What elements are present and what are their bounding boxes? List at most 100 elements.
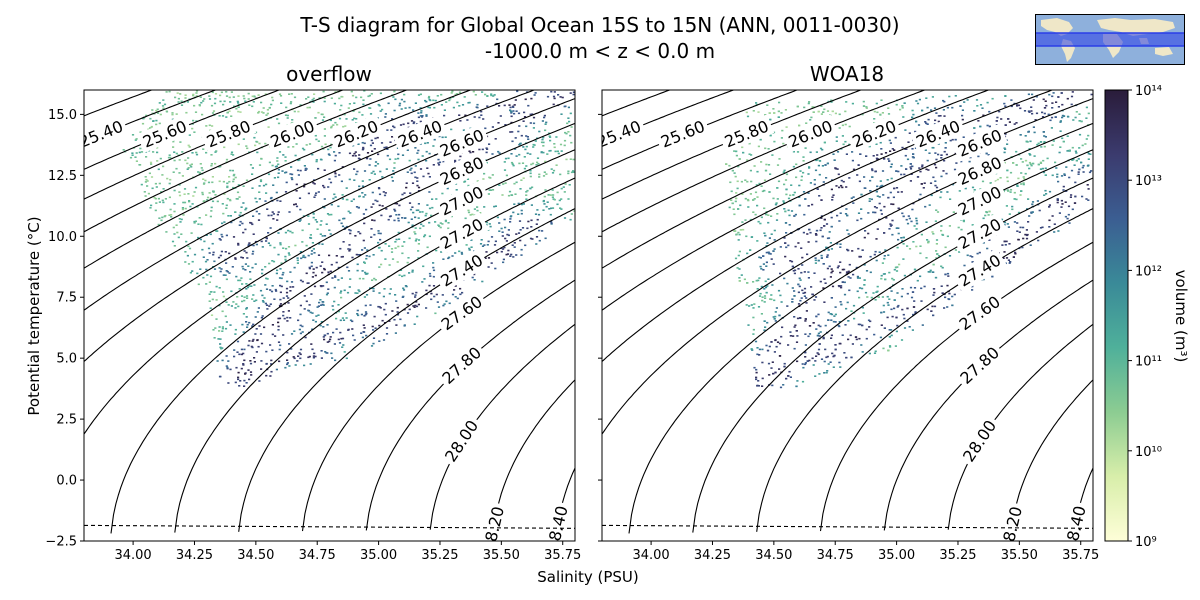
volume-cell <box>273 298 276 300</box>
volume-cell <box>345 357 348 360</box>
volume-cell <box>789 376 792 378</box>
volume-cell <box>808 359 811 362</box>
volume-cell <box>808 325 812 327</box>
volume-cell <box>232 236 236 238</box>
volume-cell <box>211 91 214 94</box>
volume-cell <box>794 213 797 216</box>
volume-cell <box>325 293 329 296</box>
volume-cell <box>752 199 755 201</box>
volume-cell <box>287 310 290 312</box>
volume-cell <box>845 208 848 210</box>
volume-cell <box>932 147 935 149</box>
volume-cell <box>173 245 176 247</box>
volume-cell <box>443 303 446 305</box>
volume-cell <box>1012 162 1015 164</box>
panel-title-woa18: WOA18 <box>809 62 885 86</box>
volume-cell <box>915 245 918 248</box>
volume-cell <box>308 304 311 306</box>
volume-cell <box>977 120 980 122</box>
volume-cell <box>209 215 212 218</box>
volume-cell <box>411 269 414 272</box>
volume-cell <box>1014 251 1017 254</box>
volume-cell <box>535 223 538 225</box>
volume-cell <box>363 261 366 263</box>
volume-cell <box>900 191 903 193</box>
volume-cell <box>569 92 572 94</box>
volume-cell <box>901 105 904 107</box>
volume-cell <box>982 242 985 244</box>
volume-cell <box>222 291 225 293</box>
volume-cell <box>333 343 336 345</box>
volume-cell <box>820 227 823 229</box>
volume-cell <box>738 250 741 253</box>
volume-cell <box>276 157 279 159</box>
volume-cell <box>244 372 247 374</box>
volume-cell <box>337 338 340 341</box>
volume-cell <box>1014 252 1017 255</box>
volume-cell <box>829 361 832 363</box>
volume-cell <box>187 157 190 159</box>
volume-cell <box>1029 163 1032 165</box>
volume-cell <box>491 126 494 128</box>
volume-cell <box>279 242 282 244</box>
volume-cell <box>240 295 244 297</box>
colorbar-tick-label: 10¹¹ <box>1135 355 1162 370</box>
colorbar-tick-label: 10¹³ <box>1135 174 1162 189</box>
density-contour <box>602 122 1093 436</box>
volume-cell <box>276 160 279 162</box>
volume-cell <box>560 113 563 115</box>
volume-cell <box>819 325 822 328</box>
volume-cell <box>1048 93 1051 96</box>
volume-cell <box>878 251 881 253</box>
volume-cell <box>1082 171 1085 173</box>
volume-cell <box>294 154 297 157</box>
volume-cell <box>242 352 245 355</box>
volume-cell <box>926 239 929 241</box>
volume-cell <box>925 221 928 223</box>
volume-cell <box>252 244 255 247</box>
volume-cell <box>433 138 436 141</box>
volume-cell <box>987 154 990 156</box>
volume-cell <box>368 179 371 181</box>
volume-cell <box>893 268 896 271</box>
volume-cell <box>1038 209 1041 212</box>
volume-cell <box>981 180 985 183</box>
volume-cell <box>348 286 351 288</box>
volume-cell <box>391 136 394 138</box>
volume-cell <box>803 106 806 109</box>
volume-cell <box>869 320 872 323</box>
volume-cell <box>1061 116 1064 119</box>
volume-cell <box>498 230 501 232</box>
volume-cell <box>345 118 348 120</box>
volume-cell <box>208 124 211 127</box>
volume-cell <box>887 196 890 199</box>
volume-cell <box>267 242 270 244</box>
volume-cell <box>942 99 945 102</box>
volume-cell <box>362 324 365 326</box>
volume-cell <box>764 297 767 299</box>
volume-cell <box>1058 212 1061 214</box>
volume-cell <box>318 97 321 99</box>
volume-cell <box>194 111 198 113</box>
volume-cell <box>378 306 381 308</box>
volume-cell <box>793 215 796 217</box>
volume-cell <box>150 163 153 165</box>
volume-cell <box>773 351 776 353</box>
volume-cell <box>175 224 178 226</box>
volume-cell <box>248 378 251 381</box>
volume-cell <box>892 203 895 206</box>
volume-cell <box>520 134 523 137</box>
volume-cell <box>568 120 571 123</box>
volume-cell <box>874 350 877 353</box>
volume-cell <box>1065 166 1068 168</box>
volume-cell <box>362 277 365 280</box>
volume-cell <box>219 254 222 257</box>
volume-cell <box>414 165 417 167</box>
volume-cell <box>540 151 543 154</box>
volume-cell <box>358 290 361 293</box>
volume-cell <box>381 176 384 178</box>
volume-cell <box>793 326 796 328</box>
volume-cell <box>215 150 218 152</box>
volume-cell <box>892 196 895 199</box>
volume-cell <box>1015 122 1018 124</box>
